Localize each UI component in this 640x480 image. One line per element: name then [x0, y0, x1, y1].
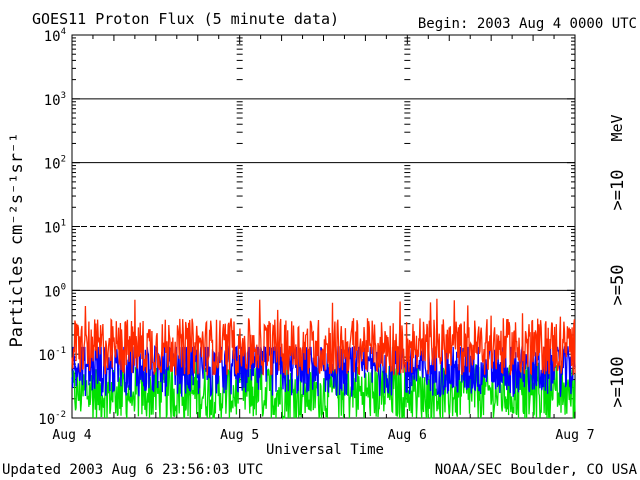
- y-tick-label: 102: [44, 155, 66, 173]
- y-tick-label: 104: [44, 27, 66, 45]
- chart-title: GOES11 Proton Flux (5 minute data): [32, 10, 339, 28]
- y-tick-label: 100: [44, 282, 66, 300]
- legend-series-10: >=10: [608, 170, 628, 211]
- x-axis-label: Universal Time: [266, 442, 384, 458]
- legend-series-50: >=50: [608, 265, 628, 306]
- begin-time: Begin: 2003 Aug 4 0000 UTC: [418, 16, 637, 32]
- y-tick-label: 101: [44, 219, 66, 237]
- x-tick-label: Aug 6: [388, 428, 427, 443]
- y-axis-label: Particles cm⁻²s⁻¹sr⁻¹: [7, 133, 27, 348]
- plot-area: 10-2 10-1 100 101 102 103 104 Aug 4 Aug 5 Aug 6 Au…: [38, 27, 594, 443]
- updated-text: Updated 2003 Aug 6 23:56:03 UTC: [2, 462, 263, 478]
- x-tick-label: Aug 4: [52, 428, 91, 443]
- x-tick-label: Aug 7: [555, 428, 594, 443]
- series-line: [71, 361, 576, 420]
- credit-text: NOAA/SEC Boulder, CO USA: [435, 462, 638, 478]
- legend-series-100: >=100: [608, 356, 628, 407]
- y-tick-label: 10-2: [38, 410, 66, 428]
- x-tick-label: Aug 5: [220, 428, 259, 443]
- unit-label: MeV: [608, 114, 626, 141]
- y-tick-label: 103: [44, 91, 66, 109]
- series-line: [71, 298, 576, 376]
- y-tick-label: 10-1: [38, 346, 66, 364]
